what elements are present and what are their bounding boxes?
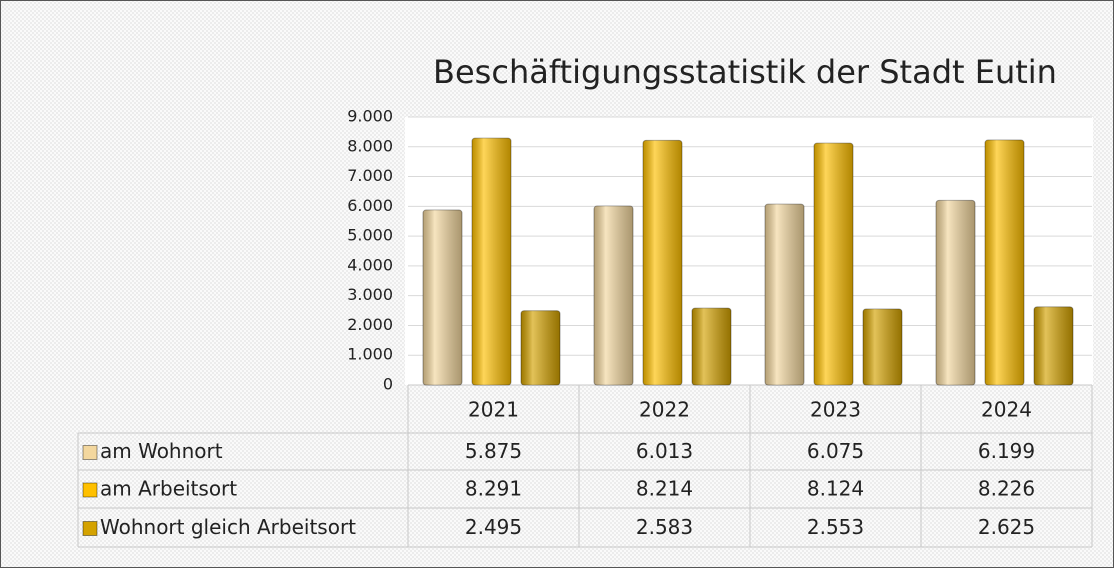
data-label: 6.199 <box>978 439 1035 463</box>
y-tick-label: 7.000 <box>347 166 393 185</box>
bar-shade <box>1034 306 1073 385</box>
data-label: 2.583 <box>636 515 693 539</box>
x-tick-label: 2022 <box>639 398 690 422</box>
bar-shade <box>472 138 511 385</box>
bar-shade <box>814 143 853 385</box>
data-label: 8.214 <box>636 477 693 501</box>
y-tick-label: 5.000 <box>347 226 393 245</box>
y-tick-label: 3.000 <box>347 285 393 304</box>
y-tick-label: 4.000 <box>347 255 393 274</box>
x-tick-label: 2024 <box>981 398 1032 422</box>
bar-shade <box>936 200 975 385</box>
x-tick-label: 2023 <box>810 398 861 422</box>
data-label: 8.226 <box>978 477 1035 501</box>
y-tick-label: 2.000 <box>347 315 393 334</box>
plot-area <box>405 117 1093 385</box>
data-label: 8.124 <box>807 477 864 501</box>
data-label: 2.495 <box>465 515 522 539</box>
bar-shade <box>985 140 1024 385</box>
chart-title: Beschäftigungsstatistik der Stadt Eutin <box>433 53 1057 91</box>
data-label: 6.075 <box>807 439 864 463</box>
bar-shade <box>521 310 560 385</box>
bar-shade <box>423 210 462 385</box>
legend-swatch <box>82 521 98 536</box>
bar-shade <box>643 140 682 385</box>
legend-swatch <box>82 445 98 460</box>
y-tick-label: 6.000 <box>347 196 393 215</box>
bar-shade <box>692 308 731 385</box>
data-label: 2.625 <box>978 515 1035 539</box>
y-tick-label: 8.000 <box>347 136 393 155</box>
legend-label: am Wohnort <box>100 439 223 463</box>
legend-swatch <box>82 482 98 498</box>
bar-shade <box>765 204 804 385</box>
data-label: 8.291 <box>465 477 522 501</box>
y-tick-label: 1.000 <box>347 345 393 364</box>
data-label: 6.013 <box>636 439 693 463</box>
bar-shade <box>594 205 633 385</box>
y-tick-label: 0 <box>383 375 393 394</box>
x-tick-label: 2021 <box>468 398 519 422</box>
bar-shade <box>863 308 902 385</box>
y-tick-label: 9.000 <box>347 107 393 126</box>
legend-label: Wohnort gleich Arbeitsort <box>100 515 356 539</box>
data-label: 5.875 <box>465 439 522 463</box>
legend-label: am Arbeitsort <box>100 477 237 501</box>
data-label: 2.553 <box>807 515 864 539</box>
